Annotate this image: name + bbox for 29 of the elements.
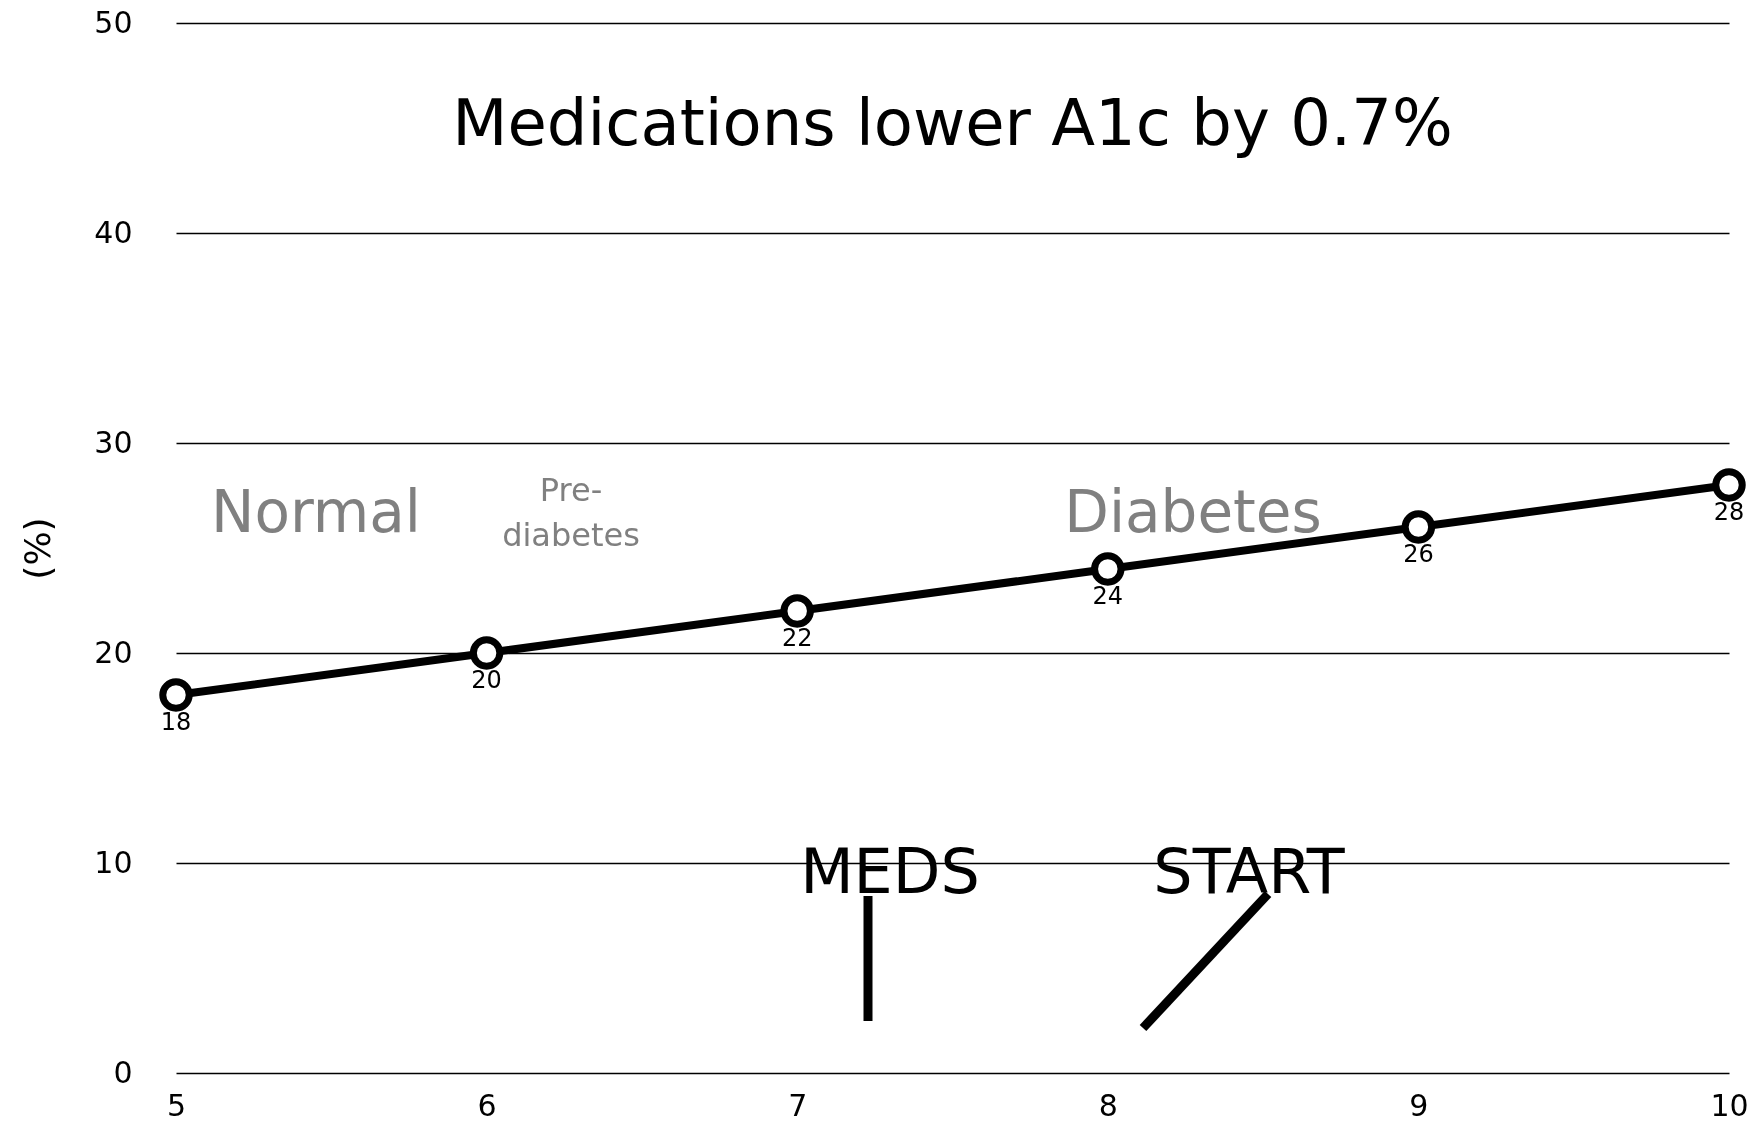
- x-tick-label: 9: [1409, 1087, 1429, 1123]
- data-label: 24: [1092, 582, 1124, 610]
- x-tick-label: 10: [1710, 1087, 1749, 1123]
- y-tick-label: 10: [94, 844, 133, 880]
- x-tick-label: 5: [166, 1087, 187, 1123]
- y-tick-label: 40: [94, 214, 133, 250]
- point: [1091, 552, 1125, 586]
- data-label: 20: [471, 666, 502, 694]
- x-tick-label: 6: [477, 1087, 497, 1123]
- data-label: 22: [781, 624, 813, 652]
- y-tick-label: 0: [113, 1054, 133, 1090]
- y-tick-label: 50: [94, 4, 133, 40]
- point: [1401, 510, 1436, 544]
- y-tick-label: 20: [94, 634, 133, 670]
- y-tick-label: 30: [94, 424, 133, 460]
- annotation: Pre-diabetes: [502, 471, 640, 554]
- y-axis-title: (%): [17, 517, 59, 580]
- text: Medications lower A1c by 0.7%: [452, 86, 1453, 160]
- point: [780, 594, 814, 628]
- data-label: 18: [160, 708, 192, 736]
- point: [469, 636, 504, 670]
- data-label: 26: [1403, 540, 1434, 568]
- point: [159, 678, 193, 712]
- data-label: 28: [1713, 498, 1745, 526]
- point: [1712, 468, 1746, 502]
- annotation: Normal: [211, 478, 421, 546]
- x-tick-label: 8: [1098, 1087, 1118, 1123]
- annotation: Diabetes: [1064, 478, 1322, 546]
- x-tick-label: 7: [788, 1087, 808, 1123]
